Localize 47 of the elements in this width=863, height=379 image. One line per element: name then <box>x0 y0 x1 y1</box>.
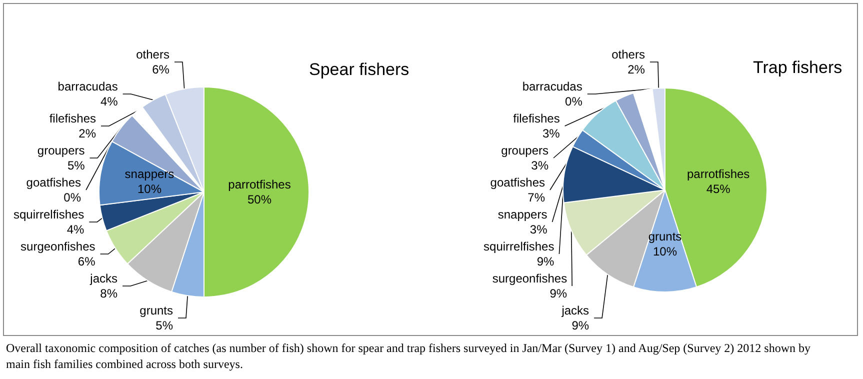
data-label: 3% <box>530 222 548 236</box>
data-label: 45% <box>706 182 731 196</box>
data-label: 6% <box>152 62 170 76</box>
slice-label: snappers <box>124 167 174 182</box>
slice-label: filefishes <box>513 112 560 126</box>
data-label: 7% <box>528 190 546 204</box>
slice-label: barracudas <box>58 80 118 94</box>
data-label: 5% <box>156 318 174 332</box>
data-label: 4% <box>100 94 118 108</box>
data-label: 2% <box>78 126 96 140</box>
data-label: 6% <box>78 254 96 268</box>
slice-label: others <box>612 48 645 62</box>
data-label: 9% <box>572 318 590 332</box>
data-label: 10% <box>652 244 678 258</box>
category-label: goatfishes <box>26 176 82 190</box>
data-label: 5% <box>67 158 86 172</box>
data-label: 3% <box>531 158 549 172</box>
slice-label: jacks <box>560 304 590 318</box>
data-label: 10% <box>137 182 162 196</box>
text: Trap fishers <box>753 58 842 77</box>
slice-label: filefishes <box>49 112 96 126</box>
slice-label: squirrelfishes <box>13 208 84 222</box>
text: 0% <box>565 94 582 108</box>
slice-label: surgeonfishes <box>492 272 568 286</box>
slice-label: grunts <box>648 230 682 244</box>
data-label: 50% <box>247 192 272 206</box>
data-label: 9% <box>550 286 568 300</box>
data-label: 2% <box>628 62 646 76</box>
slice-label: parrotfishes <box>228 178 291 192</box>
slice-label: surgeonfishes <box>20 240 96 254</box>
data-label: 8% <box>100 286 118 300</box>
data-label: 3% <box>542 126 560 140</box>
data-label: 9% <box>536 254 555 268</box>
slice-label: jacks <box>89 272 118 286</box>
slice-label: groupers <box>501 144 549 158</box>
data-label: 4% <box>66 222 85 236</box>
slice-label: groupers <box>37 144 85 158</box>
slice-label: others <box>136 48 170 62</box>
slice-label: grunts <box>140 304 174 318</box>
slice-label: goatfishes <box>490 176 545 190</box>
category-label: barracudas <box>522 80 582 94</box>
text: Overall taxonomic composition of catches (as number of fish) shown for spear and trap fishers surveyed in Jan/Mar (Survey 1) and Aug/Sep (Survey 2) 2012 shown by main fish families combined across both surveys. <box>6 340 812 372</box>
slice-label: squirrelfishes <box>484 240 554 254</box>
slice-label: parrotfishes <box>686 167 750 182</box>
text: 0% <box>64 190 82 204</box>
text: Spear fishers <box>309 60 410 79</box>
slice-label: snappers <box>498 208 548 222</box>
